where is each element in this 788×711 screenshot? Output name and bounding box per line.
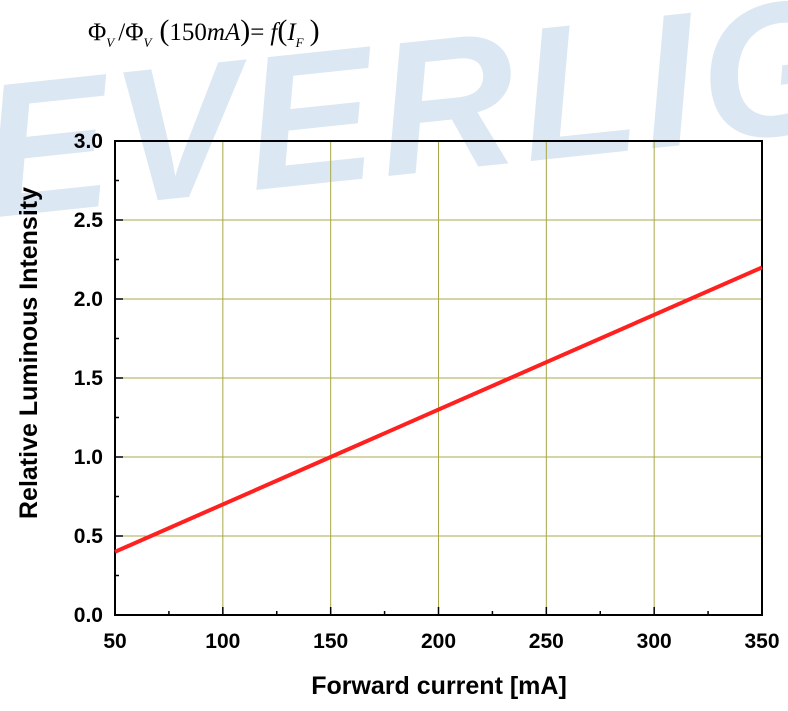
formula-func: f <box>270 19 280 46</box>
series-line <box>114 265 763 554</box>
formula-arg-close: ) <box>310 14 320 47</box>
y-tick-label: 3.0 <box>74 130 103 153</box>
y-tick-label: 2.5 <box>74 209 104 232</box>
series-group <box>114 265 763 554</box>
formula-ref-close: ) <box>240 14 250 47</box>
x-tick-label: 200 <box>421 630 456 653</box>
y-axis-title: Relative Luminous Intensity <box>15 187 43 519</box>
x-tick-labels: 50 100 150 200 250 300 350 <box>103 630 779 653</box>
x-tick-label: 350 <box>744 630 779 653</box>
y-tick-labels: 0.0 0.5 1.0 1.5 2.0 2.5 3.0 <box>74 130 104 627</box>
grid-lines <box>115 141 762 615</box>
formula-sub-v-1: V <box>106 35 116 50</box>
formula-ref-unit: mA <box>207 19 241 46</box>
y-tick-label: 0.5 <box>74 525 104 548</box>
x-axis-title: Forward current [mA] <box>311 672 567 700</box>
x-tick-label: 100 <box>205 630 240 653</box>
formula-phi-1: Φ <box>88 19 106 46</box>
formula-caption: ΦV/ΦV (150mA)= f(IF) <box>88 14 320 50</box>
y-tick-label: 0.0 <box>74 604 103 627</box>
formula-text: ΦV/ΦV (150mA)= f(IF) <box>88 14 320 50</box>
formula-arg: I <box>286 19 297 46</box>
y-tick-label: 1.0 <box>74 446 103 469</box>
formula-phi-2: Φ <box>125 19 143 46</box>
formula-ref-open: ( <box>159 14 169 47</box>
formula-equals: = <box>250 19 264 46</box>
formula-slash: / <box>118 19 125 46</box>
x-tick-label: 250 <box>529 630 564 653</box>
formula-ref-value: 150 <box>169 19 207 46</box>
x-tick-label: 50 <box>103 630 126 653</box>
formula-sub-f: F <box>295 35 305 50</box>
y-tick-label: 2.0 <box>74 288 103 311</box>
x-tick-label: 150 <box>313 630 348 653</box>
formula-sub-v-2: V <box>143 35 153 50</box>
y-tick-label: 1.5 <box>74 367 104 390</box>
x-tick-label: 300 <box>637 630 672 653</box>
plot-frame <box>114 140 763 616</box>
formula-arg-open: ( <box>277 14 287 47</box>
